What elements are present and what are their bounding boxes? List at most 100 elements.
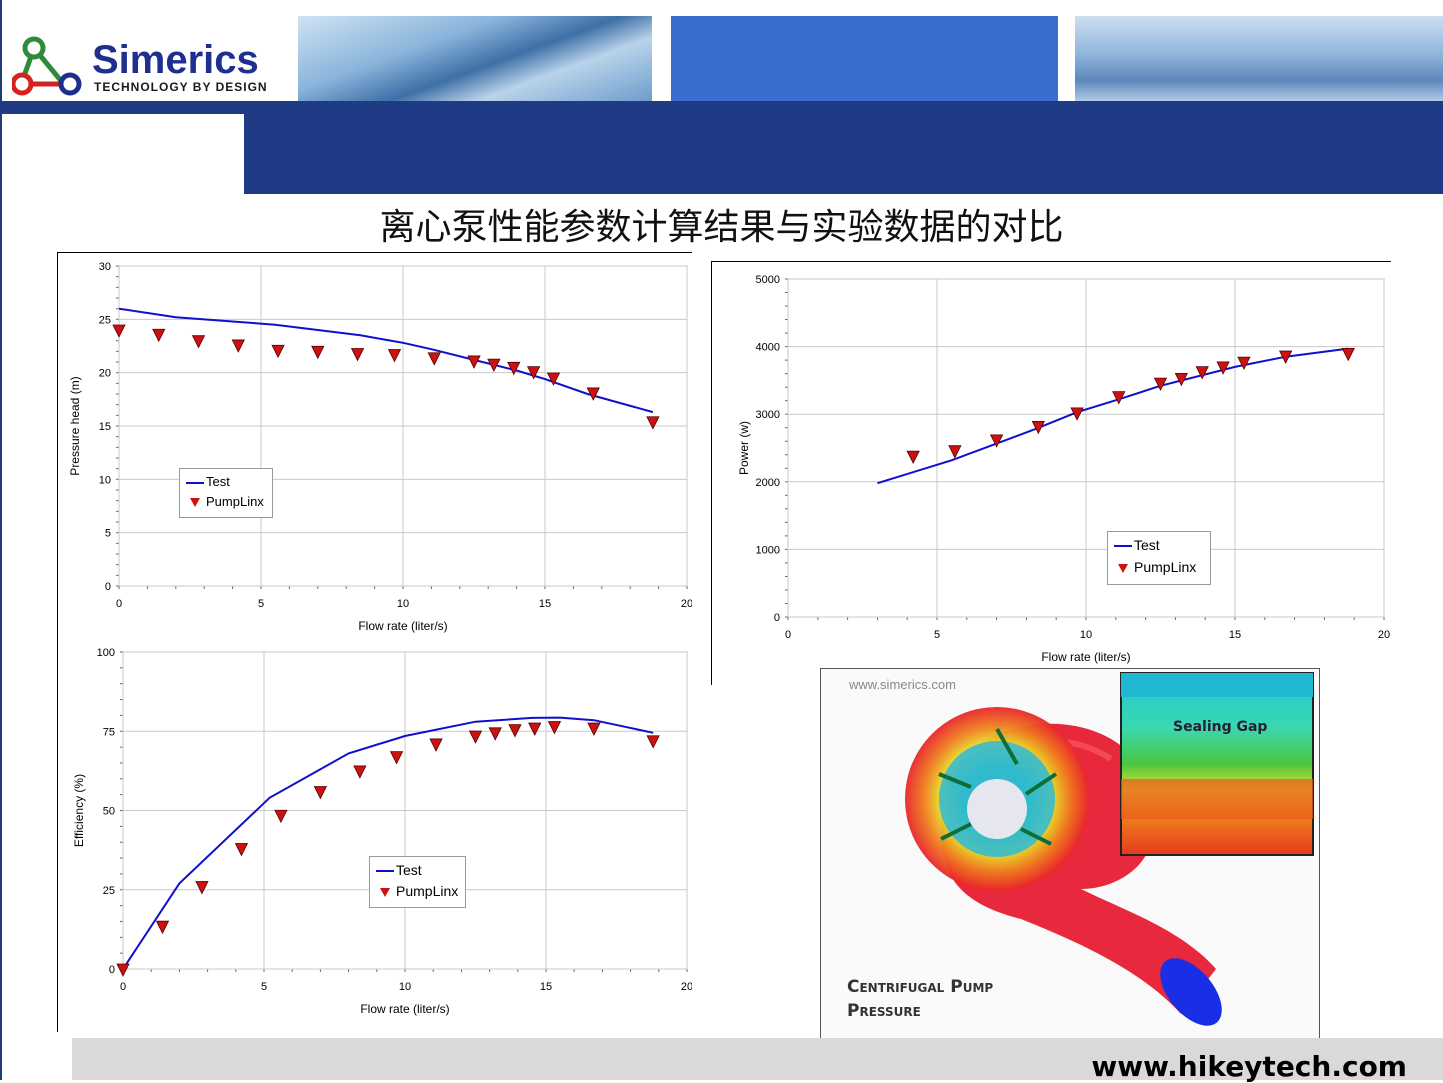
data-point-pumplinx — [646, 735, 660, 749]
data-point-pumplinx — [387, 349, 402, 363]
chart-legend: Test PumpLinx — [369, 856, 466, 908]
x-tick-label: 0 — [116, 598, 122, 610]
line-swatch-icon — [1114, 545, 1132, 548]
slide-border — [0, 0, 2, 1080]
header-block — [244, 114, 1443, 194]
data-point-pumplinx — [547, 721, 562, 735]
data-point-pumplinx — [989, 434, 1004, 448]
legend-item-pumplinx: PumpLinx — [376, 883, 458, 899]
y-tick-label: 10 — [99, 474, 111, 486]
y-tick-label: 5 — [105, 528, 111, 540]
data-point-pumplinx — [487, 358, 501, 373]
chart-pressure-head-svg: 0 5 10 15 20 0 5 10 15 20 25 30 Flow rate (liter/s) P… — [57, 252, 692, 636]
y-tick-label: 30 — [99, 261, 111, 273]
data-point-pumplinx — [507, 361, 521, 376]
data-point-pumplinx — [353, 765, 367, 779]
header-banner-image — [1075, 16, 1443, 102]
x-tick-label: 20 — [1378, 629, 1390, 641]
x-tick-label: 10 — [397, 598, 409, 610]
data-point-pumplinx — [155, 920, 170, 935]
data-point-pumplinx — [389, 751, 404, 765]
y-tick-label: 15 — [99, 421, 111, 433]
x-tick-label: 20 — [681, 981, 692, 993]
y-axis-label: Efficiency (%) — [72, 774, 86, 847]
data-point-pumplinx — [526, 366, 541, 380]
image-watermark: www.simerics.com — [849, 677, 956, 692]
legend-item-pumplinx: PumpLinx — [1114, 559, 1196, 575]
data-point-pumplinx — [234, 843, 249, 857]
legend-item-test: Test — [376, 862, 422, 878]
y-tick-label: 75 — [103, 726, 115, 738]
data-point-pumplinx — [586, 387, 600, 401]
x-tick-label: 0 — [785, 629, 791, 641]
data-point-pumplinx — [546, 372, 561, 386]
legend-item-pumplinx: PumpLinx — [186, 494, 264, 510]
x-axis-label: Flow rate (liter/s) — [360, 1002, 449, 1016]
pump-simulation-image: www.simerics.com Sealing Gap Centrifugal… — [820, 668, 1320, 1042]
chart-legend: Test PumpLinx — [179, 468, 273, 518]
data-point-pumplinx — [1237, 356, 1251, 371]
data-point-pumplinx — [231, 339, 245, 353]
data-point-pumplinx — [429, 738, 443, 752]
header-bar — [0, 101, 1443, 114]
brand-name: Simerics — [92, 38, 259, 82]
data-point-pumplinx — [1341, 347, 1355, 362]
data-point-pumplinx — [1195, 366, 1209, 380]
y-tick-label: 50 — [103, 806, 115, 818]
legend-label: PumpLinx — [1134, 559, 1197, 575]
data-point-pumplinx — [350, 348, 365, 362]
inset-label: Sealing Gap — [1173, 719, 1268, 735]
legend-item-test: Test — [186, 474, 230, 490]
legend-label: Test — [206, 474, 230, 489]
chart-power: 0 5 10 15 20 0 1000 2000 3000 4000 5000 Flow rate (… — [711, 261, 1391, 685]
data-point-pumplinx — [427, 352, 441, 366]
x-tick-label: 20 — [681, 598, 692, 610]
data-point-pumplinx — [906, 450, 920, 465]
data-point-pumplinx — [195, 881, 209, 895]
y-tick-label: 4000 — [756, 342, 780, 354]
y-tick-label: 5000 — [756, 274, 780, 286]
brand-tagline: TECHNOLOGY BY DESIGN — [94, 80, 268, 94]
x-tick-label: 5 — [261, 981, 267, 993]
footer-url: www.hikeytech.com — [1091, 1050, 1407, 1083]
data-point-pumplinx — [948, 445, 962, 459]
data-point-pumplinx — [646, 416, 660, 430]
y-axis-label: Pressure head (m) — [68, 376, 82, 475]
data-point-pumplinx — [1112, 391, 1126, 405]
line-swatch-icon — [186, 481, 204, 484]
data-point-pumplinx — [488, 727, 502, 741]
logo-mark-icon — [10, 36, 82, 96]
pump-pressure-render — [905, 672, 1314, 1026]
data-point-pumplinx — [1216, 361, 1230, 375]
triangle-marker-icon — [1118, 563, 1128, 573]
simerics-logo: Simerics TECHNOLOGY BY DESIGN — [10, 36, 302, 102]
data-point-pumplinx — [467, 355, 481, 369]
y-tick-label: 0 — [774, 612, 780, 624]
y-tick-label: 25 — [103, 885, 115, 897]
header-banner-block — [671, 16, 1058, 102]
x-axis-label: Flow rate (liter/s) — [358, 619, 447, 633]
y-tick-label: 0 — [105, 581, 111, 593]
triangle-marker-icon — [190, 498, 200, 508]
series-line-test — [122, 716, 654, 970]
triangle-marker-icon — [380, 887, 390, 897]
chart-efficiency-svg: 0 5 10 15 20 0 25 50 75 100 Flow rate (liter/s) Eff… — [57, 636, 692, 1032]
caption-line: Centrifugal Pump — [847, 977, 994, 997]
data-point-pumplinx — [313, 786, 328, 800]
x-axis-label: Flow rate (liter/s) — [1041, 650, 1130, 664]
x-tick-label: 5 — [934, 629, 940, 641]
chart-legend: Test PumpLinx — [1107, 531, 1211, 585]
legend-label: Test — [396, 862, 422, 878]
data-point-pumplinx — [1279, 350, 1293, 364]
legend-label: PumpLinx — [206, 494, 264, 509]
y-tick-label: 2000 — [756, 477, 780, 489]
data-point-pumplinx — [508, 724, 522, 738]
x-tick-label: 10 — [1080, 629, 1092, 641]
caption-line: Pressure — [847, 1001, 921, 1021]
data-point-pumplinx — [468, 730, 483, 744]
line-swatch-icon — [376, 870, 394, 873]
chart-pressure-head: 0 5 10 15 20 0 5 10 15 20 25 30 Flow rate (liter/s) P… — [57, 252, 692, 636]
data-point-pumplinx — [587, 722, 601, 736]
data-point-pumplinx — [1031, 420, 1045, 435]
header-banner-image — [298, 16, 652, 102]
